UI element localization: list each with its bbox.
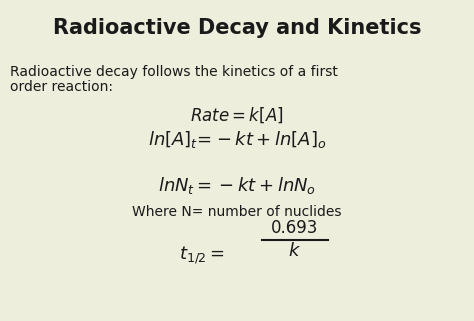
Text: Radioactive decay follows the kinetics of a first: Radioactive decay follows the kinetics o… [10,65,338,79]
Text: Where N= number of nuclides: Where N= number of nuclides [132,205,342,219]
Text: Radioactive Decay and Kinetics: Radioactive Decay and Kinetics [53,18,421,38]
Text: $\mathit{ln}[A]_t\!=\! -kt + \mathit{ln}[A]_o$: $\mathit{ln}[A]_t\!=\! -kt + \mathit{ln}… [148,129,326,151]
Text: order reaction:: order reaction: [10,80,113,94]
Text: $\mathit{ln}N_t = -kt + \mathit{ln}N_o$: $\mathit{ln}N_t = -kt + \mathit{ln}N_o$ [158,175,316,195]
Text: $\mathit{Rate} = \mathit{k[A]}$: $\mathit{Rate} = \mathit{k[A]}$ [190,105,284,125]
Text: 0.693: 0.693 [271,219,319,237]
Text: $t_{1/2} =$: $t_{1/2} =$ [179,244,225,266]
Text: $\mathit{k}$: $\mathit{k}$ [289,242,301,260]
